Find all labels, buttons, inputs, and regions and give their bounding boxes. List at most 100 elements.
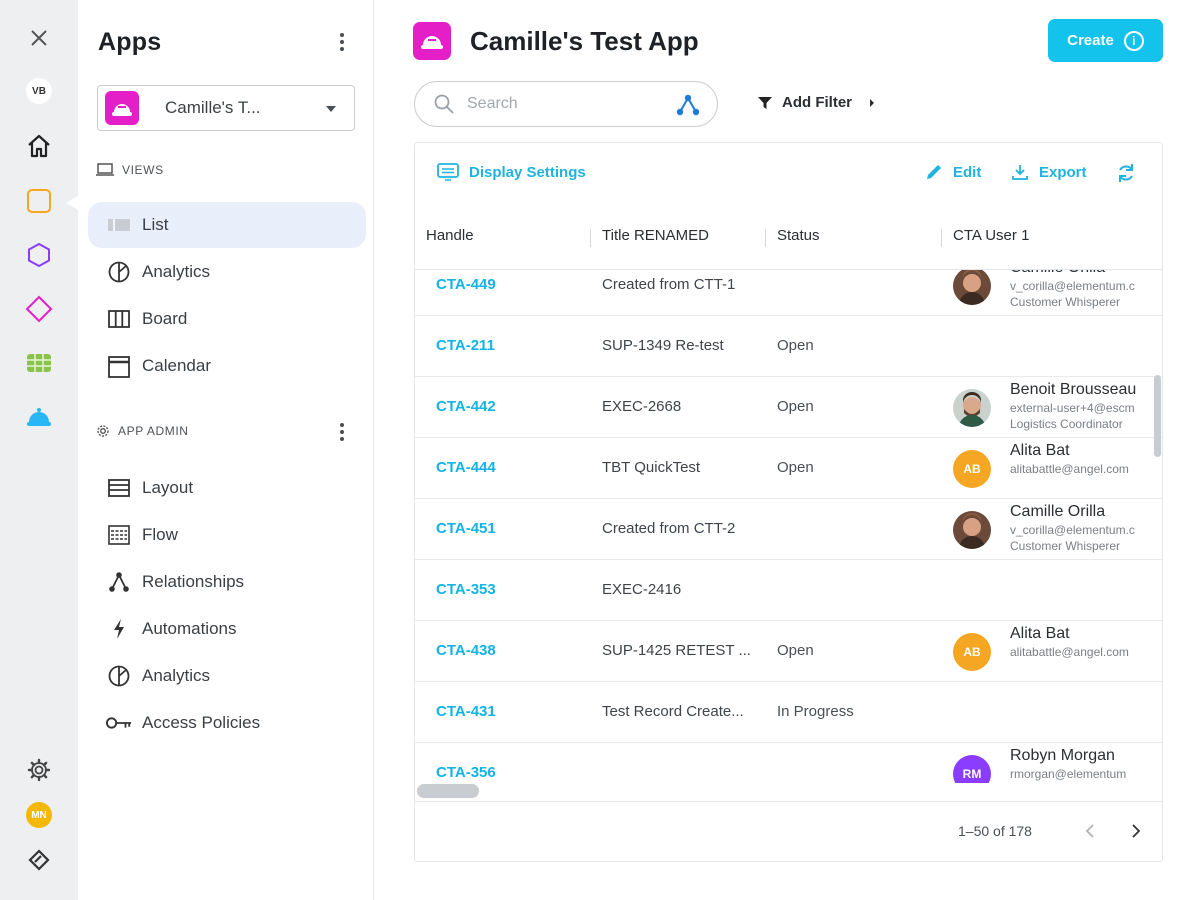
record-status: In Progress <box>777 703 854 720</box>
record-handle-link[interactable]: CTA-438 <box>436 642 496 659</box>
cta-user-cell[interactable]: AB Alita Bat alitabattle@angel.com <box>953 438 1162 498</box>
app-selector[interactable]: Camille's T... <box>97 85 355 131</box>
nav-item-layout[interactable]: Layout <box>88 465 366 511</box>
record-title: SUP-1349 Re-test <box>602 337 724 354</box>
edit-label: Edit <box>953 163 982 181</box>
table-row[interactable]: CTA-444 TBT QuickTest Open AB Alita Bat ali… <box>415 438 1162 499</box>
table-row[interactable]: CTA-353 EXEC-2416 <box>415 560 1162 621</box>
column-divider[interactable] <box>941 229 942 247</box>
record-title: TBT QuickTest <box>602 459 701 476</box>
record-handle-link[interactable]: CTA-444 <box>436 459 496 476</box>
table-row[interactable]: CTA-356 RM Robyn Morgan rmorgan@elementum <box>415 743 1162 783</box>
square-app-icon[interactable] <box>19 181 59 221</box>
list-toolbar: Display Settings Edit Export <box>415 143 1162 205</box>
nav-item-list[interactable]: List <box>88 202 366 248</box>
brand-logo-icon[interactable] <box>19 840 59 880</box>
horizontal-scrollbar[interactable] <box>417 784 479 798</box>
sidebar-more-icon[interactable] <box>332 30 352 54</box>
record-handle-link[interactable]: CTA-442 <box>436 398 496 415</box>
search-input[interactable] <box>467 95 657 113</box>
create-button[interactable]: Create i <box>1048 19 1163 62</box>
cta-user-cell[interactable]: AB Alita Bat alitabattle@angel.com <box>953 621 1162 681</box>
filter-icon <box>758 96 772 109</box>
add-filter-button[interactable]: Add Filter <box>758 94 874 111</box>
record-handle-link[interactable]: CTA-431 <box>436 703 496 720</box>
nav-item-label: Analytics <box>142 666 211 685</box>
close-icon[interactable] <box>19 18 59 58</box>
cta-user-cell[interactable]: Benoit Brousseau external-user+4@escm Lo… <box>953 377 1162 437</box>
nav-item-label: Automations <box>142 619 237 638</box>
nav-item-access-policies[interactable]: Access Policies <box>88 700 366 746</box>
settings-icon[interactable] <box>19 750 59 790</box>
nav-item-label: Flow <box>142 525 178 544</box>
column-header-title[interactable]: Title RENAMED <box>602 227 709 244</box>
account-avatar[interactable]: MN <box>19 795 59 835</box>
cta-user-cell[interactable]: Camille Orilla v_corilla@elementum.c Cus… <box>953 499 1162 559</box>
relationships-search-icon[interactable] <box>675 93 701 117</box>
table-row[interactable]: CTA-438 SUP-1425 RETEST ... Open AB Alita B… <box>415 621 1162 682</box>
hexagon-app-icon[interactable] <box>19 235 59 275</box>
refresh-icon <box>1119 164 1133 182</box>
bell-app-icon[interactable] <box>19 396 59 436</box>
user-email: alitabattle@angel.com <box>1010 645 1129 659</box>
account-initials: MN <box>26 802 52 828</box>
record-status: Open <box>777 337 814 354</box>
table-row[interactable]: CTA-211 SUP-1349 Re-test Open <box>415 316 1162 377</box>
nav-item-admin-analytics[interactable]: Analytics <box>88 653 366 699</box>
column-header-handle[interactable]: Handle <box>426 227 474 244</box>
pie-chart-icon <box>106 663 132 689</box>
nav-item-flow[interactable]: Flow <box>88 512 366 558</box>
record-handle-link[interactable]: CTA-451 <box>436 520 496 537</box>
user-role: Logistics Coordinator <box>1010 417 1123 431</box>
nav-item-board[interactable]: Board <box>88 296 366 342</box>
table-row[interactable]: CTA-442 EXEC-2668 Open Benoit Brousseau ex… <box>415 377 1162 438</box>
export-button[interactable]: Export <box>1011 163 1087 181</box>
grid-app-icon[interactable] <box>19 343 59 383</box>
header-divider <box>415 269 1162 270</box>
pencil-icon <box>927 165 941 179</box>
cta-user-cell[interactable]: Camille Orilla v_corilla@elementum.c Cus… <box>953 270 1162 315</box>
user-email: external-user+4@escm <box>1010 401 1135 415</box>
table-row[interactable]: CTA-431 Test Record Create... In Progress <box>415 682 1162 743</box>
table-row[interactable]: CTA-451 Created from CTT-2 Camille Orilla… <box>415 499 1162 560</box>
cta-user-cell[interactable]: RM Robyn Morgan rmorgan@elementum <box>953 743 1162 783</box>
record-title: Created from CTT-1 <box>602 276 736 293</box>
nav-item-label: Access Policies <box>142 713 261 732</box>
table-row[interactable]: CTA-449 Created from CTT-1 Camille Orilla… <box>415 270 1162 316</box>
nav-item-relationships[interactable]: Relationships <box>88 559 366 605</box>
chevron-down-icon <box>326 106 336 112</box>
user-photo-avatar <box>953 389 991 427</box>
record-handle-link[interactable]: CTA-211 <box>436 337 495 354</box>
record-title: EXEC-2668 <box>602 398 682 415</box>
nav-item-analytics[interactable]: Analytics <box>88 249 366 295</box>
nav-item-label: Calendar <box>142 356 211 375</box>
diamond-app-icon[interactable] <box>19 289 59 329</box>
refresh-button[interactable] <box>1117 163 1135 183</box>
key-icon <box>106 710 132 736</box>
record-handle-link[interactable]: CTA-353 <box>436 581 496 598</box>
user-name: Camille Orilla <box>1010 503 1106 520</box>
home-icon[interactable] <box>19 126 59 166</box>
display-settings-label: Display Settings <box>469 163 586 181</box>
vertical-scrollbar[interactable] <box>1154 375 1161 457</box>
app-rail: VB MN <box>0 0 78 900</box>
column-divider[interactable] <box>765 229 766 247</box>
column-header-cta-user[interactable]: CTA User 1 <box>953 227 1030 244</box>
display-settings-button[interactable]: Display Settings <box>437 163 586 181</box>
admin-more-icon[interactable] <box>332 420 352 444</box>
user-avatar[interactable]: VB <box>19 71 59 111</box>
record-status: Open <box>777 642 814 659</box>
edit-button[interactable]: Edit <box>925 163 981 181</box>
record-handle-link[interactable]: CTA-356 <box>436 764 496 781</box>
column-divider[interactable] <box>590 229 591 247</box>
next-page-icon[interactable] <box>1122 817 1150 845</box>
layout-icon <box>106 475 132 501</box>
search-bar <box>414 81 718 127</box>
column-header-status[interactable]: Status <box>777 227 820 244</box>
previous-page-icon[interactable] <box>1076 817 1104 845</box>
nav-item-calendar[interactable]: Calendar <box>88 343 366 389</box>
record-handle-link[interactable]: CTA-449 <box>436 276 496 293</box>
info-icon: i <box>1123 30 1144 51</box>
board-icon <box>106 306 132 332</box>
nav-item-automations[interactable]: Automations <box>88 606 366 652</box>
